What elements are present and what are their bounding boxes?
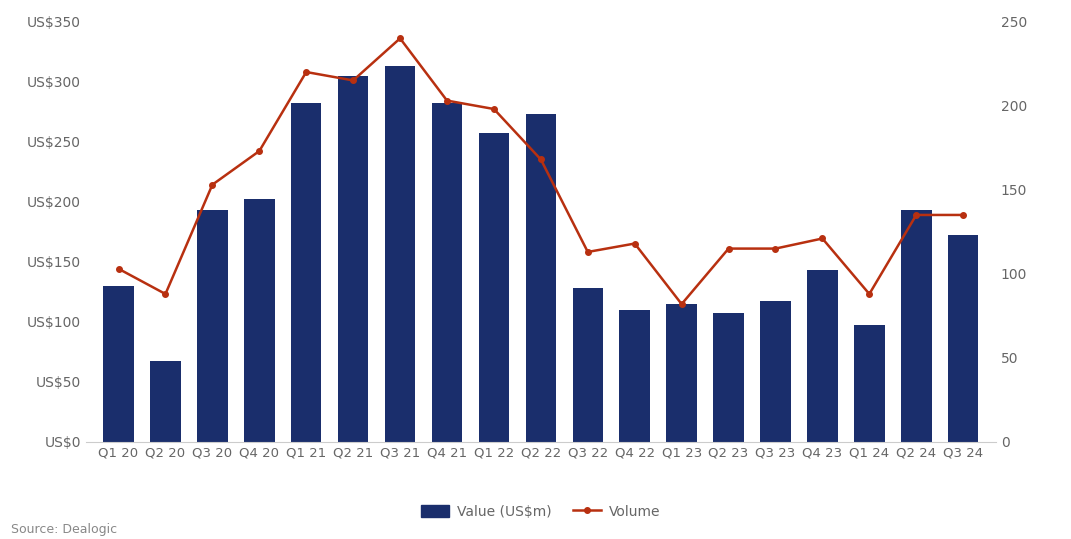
Bar xyxy=(384,66,416,442)
Bar xyxy=(244,199,274,442)
Bar xyxy=(619,310,650,442)
Bar xyxy=(808,270,838,442)
Bar xyxy=(760,301,790,442)
Bar xyxy=(432,103,463,442)
Bar xyxy=(948,236,979,442)
Bar xyxy=(573,288,603,442)
Bar xyxy=(666,304,697,442)
Bar xyxy=(150,362,181,442)
Bar xyxy=(713,314,743,442)
Legend: Value (US$m), Volume: Value (US$m), Volume xyxy=(416,499,666,524)
Bar xyxy=(854,326,885,442)
Bar xyxy=(197,210,228,442)
Bar xyxy=(526,114,556,442)
Bar xyxy=(479,133,509,442)
Text: Source: Dealogic: Source: Dealogic xyxy=(11,523,117,536)
Bar xyxy=(338,75,368,442)
Bar xyxy=(103,286,134,442)
Bar xyxy=(291,103,321,442)
Bar xyxy=(901,210,932,442)
